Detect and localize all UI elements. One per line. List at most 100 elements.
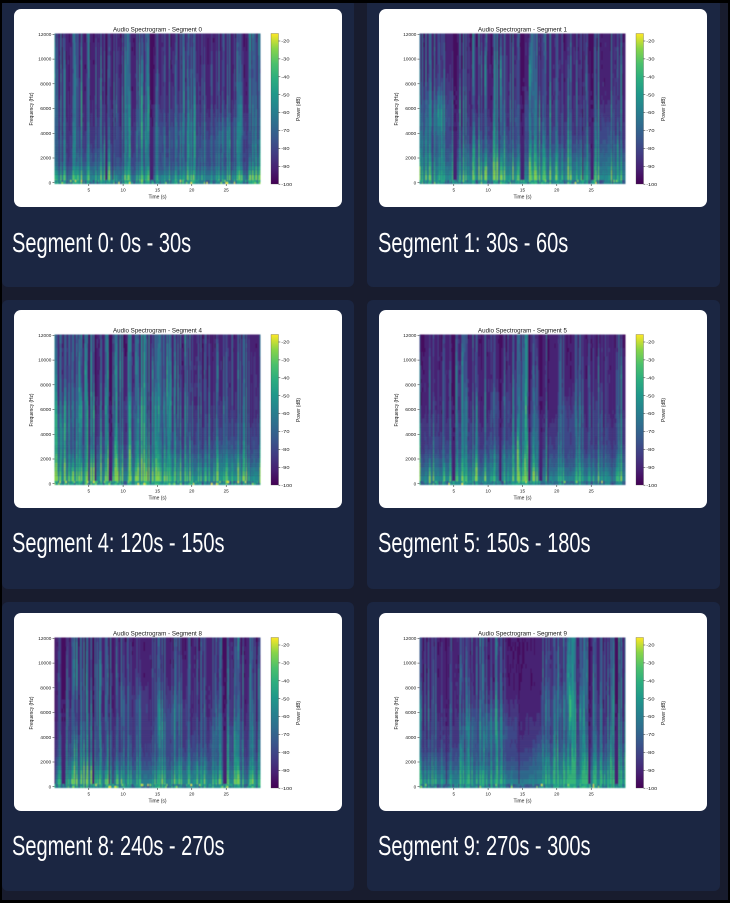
- svg-text:2000: 2000: [405, 759, 416, 764]
- svg-text:10000: 10000: [38, 57, 51, 62]
- svg-text:8000: 8000: [405, 383, 416, 388]
- svg-text:0: 0: [413, 482, 416, 487]
- svg-text:-100: -100: [646, 483, 657, 488]
- svg-text:15: 15: [519, 791, 525, 796]
- svg-text:25: 25: [588, 489, 594, 494]
- svg-text:6000: 6000: [40, 106, 51, 111]
- svg-text:12000: 12000: [403, 636, 416, 641]
- svg-text:12000: 12000: [38, 333, 51, 338]
- svg-text:8000: 8000: [40, 81, 51, 86]
- svg-text:10: 10: [121, 187, 127, 192]
- svg-text:Power (dB): Power (dB): [660, 97, 666, 121]
- svg-text:-30: -30: [281, 358, 290, 363]
- svg-text:-50: -50: [646, 92, 655, 97]
- svg-text:15: 15: [519, 187, 525, 192]
- svg-text:-20: -20: [281, 642, 290, 647]
- svg-text:8000: 8000: [405, 685, 416, 690]
- svg-text:-40: -40: [646, 376, 655, 381]
- svg-text:5: 5: [88, 187, 91, 192]
- svg-text:4000: 4000: [40, 131, 51, 136]
- svg-text:-30: -30: [281, 660, 290, 665]
- svg-text:-60: -60: [281, 110, 290, 115]
- svg-text:Audio Spectrogram - Segment 0: Audio Spectrogram - Segment 0: [113, 27, 202, 34]
- svg-text:15: 15: [519, 489, 525, 494]
- svg-text:-60: -60: [281, 412, 290, 417]
- svg-text:-30: -30: [646, 57, 655, 62]
- svg-text:10000: 10000: [38, 660, 51, 665]
- svg-text:2000: 2000: [405, 457, 416, 462]
- svg-text:25: 25: [224, 187, 230, 192]
- svg-text:0: 0: [49, 180, 52, 185]
- svg-text:Time (s): Time (s): [149, 496, 167, 502]
- svg-text:4000: 4000: [405, 432, 416, 437]
- svg-text:6000: 6000: [40, 407, 51, 412]
- svg-text:-70: -70: [646, 732, 655, 737]
- svg-text:10: 10: [485, 791, 491, 796]
- svg-text:20: 20: [189, 187, 195, 192]
- svg-text:-30: -30: [646, 660, 655, 665]
- svg-text:-90: -90: [646, 767, 655, 772]
- svg-text:-50: -50: [646, 696, 655, 701]
- svg-text:20: 20: [554, 791, 560, 796]
- svg-text:Power (dB): Power (dB): [296, 700, 302, 724]
- svg-text:4000: 4000: [405, 131, 416, 136]
- svg-text:-70: -70: [646, 128, 655, 133]
- svg-text:5: 5: [88, 791, 91, 796]
- svg-text:0: 0: [49, 784, 52, 789]
- svg-text:20: 20: [554, 187, 560, 192]
- svg-text:-100: -100: [646, 182, 657, 187]
- svg-text:Power (dB): Power (dB): [296, 97, 302, 121]
- svg-text:-80: -80: [281, 750, 290, 755]
- svg-text:2000: 2000: [40, 156, 51, 161]
- svg-text:5: 5: [88, 489, 91, 494]
- svg-text:25: 25: [224, 791, 230, 796]
- svg-text:-80: -80: [646, 750, 655, 755]
- svg-text:4000: 4000: [40, 432, 51, 437]
- svg-text:25: 25: [588, 791, 594, 796]
- svg-text:25: 25: [588, 187, 594, 192]
- svg-text:-50: -50: [281, 394, 290, 399]
- svg-text:Frequency (Hz): Frequency (Hz): [394, 696, 400, 729]
- svg-text:-40: -40: [646, 74, 655, 79]
- svg-text:-60: -60: [646, 110, 655, 115]
- svg-text:12000: 12000: [403, 333, 416, 338]
- svg-text:-40: -40: [281, 74, 290, 79]
- svg-text:20: 20: [189, 791, 195, 796]
- svg-text:-70: -70: [646, 429, 655, 434]
- svg-text:10: 10: [485, 187, 491, 192]
- svg-text:-50: -50: [646, 394, 655, 399]
- svg-text:8000: 8000: [40, 383, 51, 388]
- svg-text:0: 0: [413, 784, 416, 789]
- svg-text:8000: 8000: [405, 81, 416, 86]
- svg-text:-70: -70: [281, 429, 290, 434]
- svg-text:12000: 12000: [38, 636, 51, 641]
- svg-text:-80: -80: [281, 447, 290, 452]
- svg-text:-90: -90: [281, 767, 290, 772]
- svg-text:Audio Spectrogram - Segment 1: Audio Spectrogram - Segment 1: [478, 27, 567, 34]
- svg-text:0: 0: [49, 482, 52, 487]
- svg-text:-30: -30: [646, 358, 655, 363]
- svg-text:-20: -20: [646, 642, 655, 647]
- svg-text:-90: -90: [646, 465, 655, 470]
- svg-text:Time (s): Time (s): [149, 194, 167, 200]
- svg-text:15: 15: [155, 791, 161, 796]
- svg-text:6000: 6000: [40, 710, 51, 715]
- svg-text:10: 10: [485, 489, 491, 494]
- svg-text:Time (s): Time (s): [513, 194, 531, 200]
- svg-text:6000: 6000: [405, 710, 416, 715]
- svg-text:Frequency (Hz): Frequency (Hz): [29, 92, 35, 125]
- svg-text:Time (s): Time (s): [513, 496, 531, 502]
- svg-text:-20: -20: [646, 340, 655, 345]
- svg-text:-90: -90: [646, 164, 655, 169]
- svg-text:5: 5: [452, 791, 455, 796]
- svg-text:Frequency (Hz): Frequency (Hz): [29, 696, 35, 729]
- svg-text:-60: -60: [646, 412, 655, 417]
- svg-text:Audio Spectrogram - Segment 5: Audio Spectrogram - Segment 5: [478, 328, 567, 335]
- svg-text:2000: 2000: [40, 457, 51, 462]
- svg-text:-60: -60: [281, 714, 290, 719]
- svg-text:-20: -20: [281, 340, 290, 345]
- svg-text:Audio Spectrogram - Segment 9: Audio Spectrogram - Segment 9: [478, 630, 567, 637]
- svg-text:-70: -70: [281, 128, 290, 133]
- svg-text:Frequency (Hz): Frequency (Hz): [394, 394, 400, 427]
- svg-text:-40: -40: [281, 678, 290, 683]
